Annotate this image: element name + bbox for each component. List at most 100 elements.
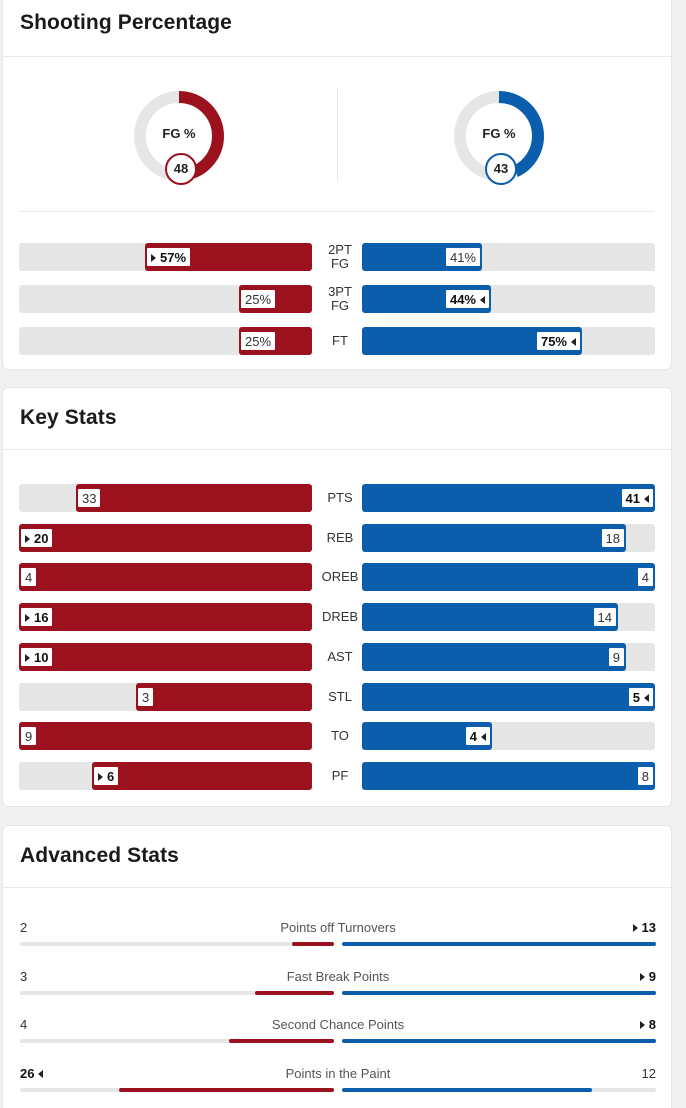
advanced-stats-card: Advanced Stats 2 Points off Turnovers 13 3 F… (2, 825, 672, 1108)
away-value-tag: 75% (534, 330, 582, 352)
away-value: 44% (449, 292, 476, 307)
away-bar-track: 75% (362, 327, 655, 355)
home-value-tag: 57% (145, 246, 193, 268)
away-bar-fill (342, 1087, 592, 1092)
stat-label-line: FG (330, 298, 350, 313)
away-value: 41% (449, 250, 476, 265)
home-bar-track (20, 1087, 334, 1092)
home-bar-fill (255, 990, 334, 995)
stat-label: REB (326, 529, 354, 545)
home-value: 57% (160, 250, 187, 265)
away-value-text: 13 (641, 920, 656, 935)
home-value-tag: 25% (239, 288, 278, 310)
home-fg-donut: FG % 48 (132, 89, 226, 185)
stat-label-line: FG (330, 256, 350, 271)
card-title: Shooting Percentage (20, 11, 232, 34)
away-value-tag: 4 (463, 725, 492, 748)
lead-arrow-icon (25, 653, 30, 662)
away-bar-track: 4 (362, 563, 655, 592)
lead-arrow-icon (151, 254, 156, 262)
away-bar-track (342, 1039, 656, 1043)
advanced-stat-row: 4 Second Chance Points 8 (20, 1017, 656, 1057)
card-title: Advanced Stats (20, 844, 179, 867)
away-bar-fill (362, 682, 655, 711)
lead-arrow-icon (480, 296, 485, 304)
home-value: 25% (245, 334, 272, 349)
away-bar-fill (362, 603, 618, 632)
away-value: 14 (597, 610, 612, 626)
home-bar-fill (136, 682, 312, 711)
away-bar-track (342, 1087, 656, 1092)
home-bar-track (20, 942, 334, 946)
divider (337, 89, 338, 181)
home-bar-track (20, 990, 334, 995)
stat-label: DREB (321, 609, 359, 625)
away-value: 12 (642, 1066, 656, 1081)
lead-arrow-icon (644, 693, 649, 702)
home-bar-fill (19, 722, 312, 751)
home-bar-track: 57% (19, 243, 312, 271)
stat-label-line: 2PT (328, 242, 352, 257)
away-bar-track: 44% (362, 285, 655, 313)
away-fg-value: 43 (485, 153, 517, 185)
donut-arc (454, 91, 544, 181)
home-value-tag: 16 (19, 606, 55, 629)
shooting-percentage-card: Shooting Percentage FG % 48 FG % 43 57% 4… (2, 0, 672, 370)
away-value-tag: 14 (591, 606, 618, 629)
home-bar-track: 33 (19, 484, 312, 512)
away-value: 4 (469, 729, 477, 745)
home-value-tag: 4 (19, 566, 39, 589)
section-divider (20, 211, 654, 212)
home-bar-track: 4 (19, 563, 312, 592)
stat-label: STL (328, 688, 352, 704)
away-value: 13 (632, 920, 656, 935)
home-value: 9 (25, 729, 33, 745)
home-value: 10 (34, 649, 49, 665)
home-value-tag: 3 (136, 685, 156, 708)
card-header: Key Stats (3, 388, 671, 450)
key-stats-card: Key Stats 33 41 PTS 20 18 REB 4 4 OREB 16 14 DREB 10… (2, 387, 672, 807)
away-value: 41 (625, 491, 640, 506)
away-value: 8 (641, 768, 649, 784)
stat-label: Second Chance Points (271, 1017, 405, 1032)
home-value-text: 2 (20, 920, 28, 935)
home-bar-fill (19, 563, 312, 592)
home-bar-track (20, 1039, 334, 1043)
away-bar-fill (362, 523, 626, 552)
stat-label: FT (332, 333, 348, 348)
away-bar-track (342, 942, 656, 946)
stat-label: OREB (321, 569, 359, 585)
away-bar-fill (342, 942, 656, 946)
home-value-tag: 20 (19, 526, 55, 549)
lead-arrow-icon (25, 614, 30, 623)
card-header: Shooting Percentage (3, 0, 671, 57)
home-value: 4 (25, 570, 33, 586)
away-value-tag: 18 (599, 526, 626, 549)
home-value: 16 (34, 610, 49, 626)
away-value-text: 8 (648, 1017, 656, 1032)
home-bar-track: 9 (19, 722, 312, 751)
stat-label: Fast Break Points (286, 968, 390, 984)
lead-arrow-icon (98, 772, 103, 781)
home-bar-fill (292, 942, 334, 946)
home-bar-fill (19, 642, 312, 671)
home-bar-fill (19, 603, 312, 632)
home-value: 25% (245, 292, 272, 307)
away-value: 5 (632, 689, 640, 705)
home-bar-track: 20 (19, 523, 312, 552)
home-value: 33 (82, 491, 97, 506)
away-bar-track: 8 (362, 761, 655, 790)
away-value-tag: 44% (443, 288, 491, 310)
away-bar-fill (362, 484, 655, 512)
away-value-tag: 41 (619, 487, 655, 509)
lead-arrow-icon (639, 972, 645, 981)
home-value: 2 (20, 920, 27, 935)
away-value: 9 (612, 649, 620, 665)
advanced-stat-row: 3 Fast Break Points 9 (20, 969, 656, 1009)
away-fg-donut: FG % 43 (452, 89, 546, 185)
home-value: 4 (20, 1017, 27, 1032)
away-value: 8 (639, 1017, 656, 1032)
stat-label: 2PT FG (315, 243, 365, 271)
lead-arrow-icon (571, 338, 576, 346)
home-bar-track: 10 (19, 642, 312, 671)
